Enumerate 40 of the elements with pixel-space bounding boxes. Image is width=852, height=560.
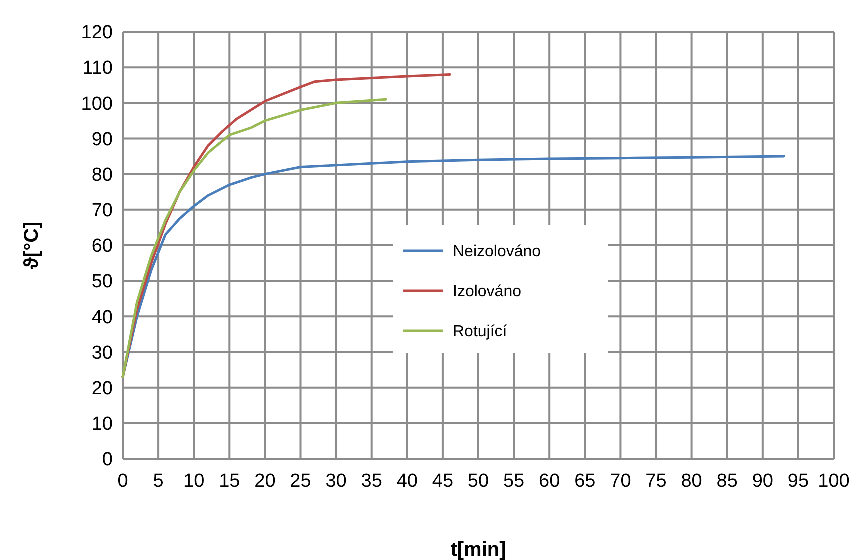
x-tick-label: 45: [432, 471, 454, 492]
y-tick-label: 0: [102, 450, 113, 471]
x-tick-label: 20: [254, 471, 276, 492]
x-tick-label: 80: [681, 471, 702, 492]
x-tick-label: 70: [610, 471, 632, 492]
y-tick-label: 70: [92, 200, 113, 222]
y-tick-label: 120: [81, 22, 113, 44]
x-tick-label: 60: [539, 471, 560, 492]
y-tick-label: 60: [92, 236, 113, 258]
legend-label: Izolováno: [453, 284, 522, 301]
x-tick-label: 10: [184, 471, 205, 492]
x-tick-label: 5: [153, 471, 164, 492]
y-tick-label: 30: [92, 342, 113, 364]
x-tick-label: 75: [646, 471, 667, 492]
y-tick-label: 40: [92, 307, 113, 328]
x-tick-label: 90: [752, 471, 774, 492]
x-tick-label: 95: [788, 471, 810, 492]
x-tick-label: 100: [818, 471, 850, 492]
legend-label: Rotující: [453, 324, 508, 341]
legend-label: Neizolováno: [453, 244, 542, 261]
y-axis-title: ϑ[°C]: [21, 222, 43, 270]
x-tick-label: 15: [219, 471, 240, 492]
x-tick-label: 85: [716, 471, 738, 492]
y-tick-label: 50: [92, 272, 113, 293]
y-tick-label: 90: [92, 129, 113, 150]
x-tick-label: 50: [468, 471, 490, 492]
y-tick-label: 80: [92, 164, 113, 186]
x-axis-title: t[min]: [450, 539, 506, 560]
x-tick-label: 25: [290, 471, 312, 492]
y-tick-label: 100: [81, 94, 113, 115]
x-tick-label: 55: [503, 471, 525, 492]
x-tick-label: 65: [574, 471, 596, 492]
x-tick-label: 30: [326, 471, 347, 492]
line-series: [122, 98, 388, 378]
x-tick-label: 0: [118, 471, 128, 492]
x-tick-label: 35: [361, 471, 382, 492]
y-tick-label: 20: [92, 378, 113, 400]
y-tick-label: 10: [92, 414, 113, 436]
x-tick-label: 40: [396, 471, 418, 492]
y-tick-label: 110: [82, 58, 113, 80]
